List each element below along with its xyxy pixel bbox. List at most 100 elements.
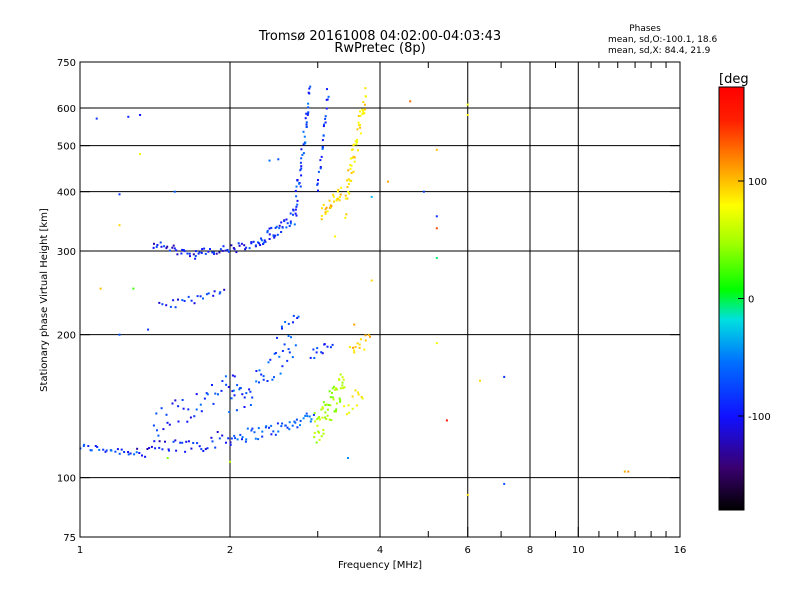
colorbar: [deg 100 0 -100 <box>718 72 771 511</box>
echo-point <box>347 190 350 193</box>
echo-point <box>187 440 190 443</box>
echo-point <box>289 212 292 215</box>
echo-point <box>317 170 320 173</box>
plot-frame <box>79 61 681 538</box>
echo-point <box>196 442 199 445</box>
echo-point <box>118 452 121 455</box>
echo-point <box>127 451 130 453</box>
echo-point <box>276 422 279 425</box>
echo-point <box>177 420 180 423</box>
echo-point <box>330 419 333 422</box>
echo-point <box>171 246 174 249</box>
echo-point <box>241 393 244 396</box>
echo-point <box>224 375 227 378</box>
x-tick-label: 16 <box>674 545 687 556</box>
echo-point <box>192 253 195 256</box>
echo-point <box>313 431 316 434</box>
echo-point <box>258 369 261 372</box>
colorbar-label: [deg <box>719 72 749 87</box>
echo-point <box>281 365 284 368</box>
echo-point <box>318 431 320 434</box>
echo-point <box>329 346 332 349</box>
echo-point <box>261 435 264 438</box>
echo-point <box>309 420 312 423</box>
echo-point <box>322 428 325 431</box>
echo-point <box>264 240 267 243</box>
echo-point <box>280 325 283 328</box>
echo-point <box>204 448 207 451</box>
echo-point <box>243 406 246 408</box>
echo-point <box>185 440 188 443</box>
echo-point <box>200 251 203 254</box>
echo-point <box>146 448 149 450</box>
echo-point <box>306 113 309 116</box>
echo-point <box>300 167 303 170</box>
echo-point <box>353 156 356 159</box>
echo-point <box>204 252 207 255</box>
echo-point <box>363 108 366 111</box>
echo-point <box>329 404 332 407</box>
echo-point <box>286 426 289 429</box>
echo-point <box>225 441 227 444</box>
echo-point <box>321 139 324 142</box>
echo-point <box>315 441 318 444</box>
echo-point <box>288 421 291 424</box>
echo-point <box>296 199 299 202</box>
echo-point <box>239 387 242 390</box>
y-axis-label: Stationary phase Virtual Height [km] <box>39 208 50 392</box>
echo-point <box>161 303 164 306</box>
echo-point <box>153 242 155 245</box>
echo-point <box>203 397 206 400</box>
echo-point <box>317 189 319 192</box>
echo-point <box>314 420 317 423</box>
echo-point <box>290 336 292 339</box>
echo-point <box>184 450 187 453</box>
echo-point <box>253 431 256 434</box>
echo-point <box>300 148 303 151</box>
echo-point <box>147 328 150 331</box>
echo-point <box>353 349 356 352</box>
echo-point <box>356 128 359 131</box>
echo-point <box>190 447 193 450</box>
echo-point <box>209 248 211 250</box>
echo-point <box>316 418 319 420</box>
echo-point <box>309 356 312 359</box>
echo-point <box>344 194 347 197</box>
x-tick-label: 6 <box>465 545 471 556</box>
echo-point <box>272 430 275 433</box>
echo-point <box>348 346 351 349</box>
echo-point <box>161 448 164 451</box>
echo-point <box>186 420 189 423</box>
echo-point <box>334 235 337 238</box>
echo-point <box>218 292 221 295</box>
echo-point <box>326 345 329 348</box>
echo-point <box>347 178 350 181</box>
echo-point <box>279 372 282 375</box>
echo-point <box>188 252 191 255</box>
echo-point <box>183 250 186 253</box>
echo-point <box>154 447 157 450</box>
echo-point <box>309 85 312 88</box>
echo-point <box>229 441 232 444</box>
echo-point <box>304 141 307 144</box>
echo-point <box>347 169 350 172</box>
echo-point <box>324 411 327 414</box>
echo-point <box>105 449 108 452</box>
echo-point <box>332 398 335 401</box>
phase-summary-o: mean, sd,O:-100.1, 18.6 <box>608 35 718 45</box>
echo-point <box>83 443 86 446</box>
echo-point <box>359 126 362 129</box>
echo-point <box>345 413 348 416</box>
echo-point <box>87 445 90 447</box>
echo-point <box>304 414 307 417</box>
echo-point <box>359 114 362 117</box>
echo-point <box>180 252 183 255</box>
echo-point <box>331 396 334 399</box>
echo-point <box>422 190 425 193</box>
echo-point <box>349 167 352 170</box>
echo-point <box>435 227 438 230</box>
echo-point <box>284 321 287 323</box>
echo-point <box>351 157 354 159</box>
echo-point <box>165 304 168 307</box>
x-axis-label: Frequency [MHz] <box>338 560 422 571</box>
